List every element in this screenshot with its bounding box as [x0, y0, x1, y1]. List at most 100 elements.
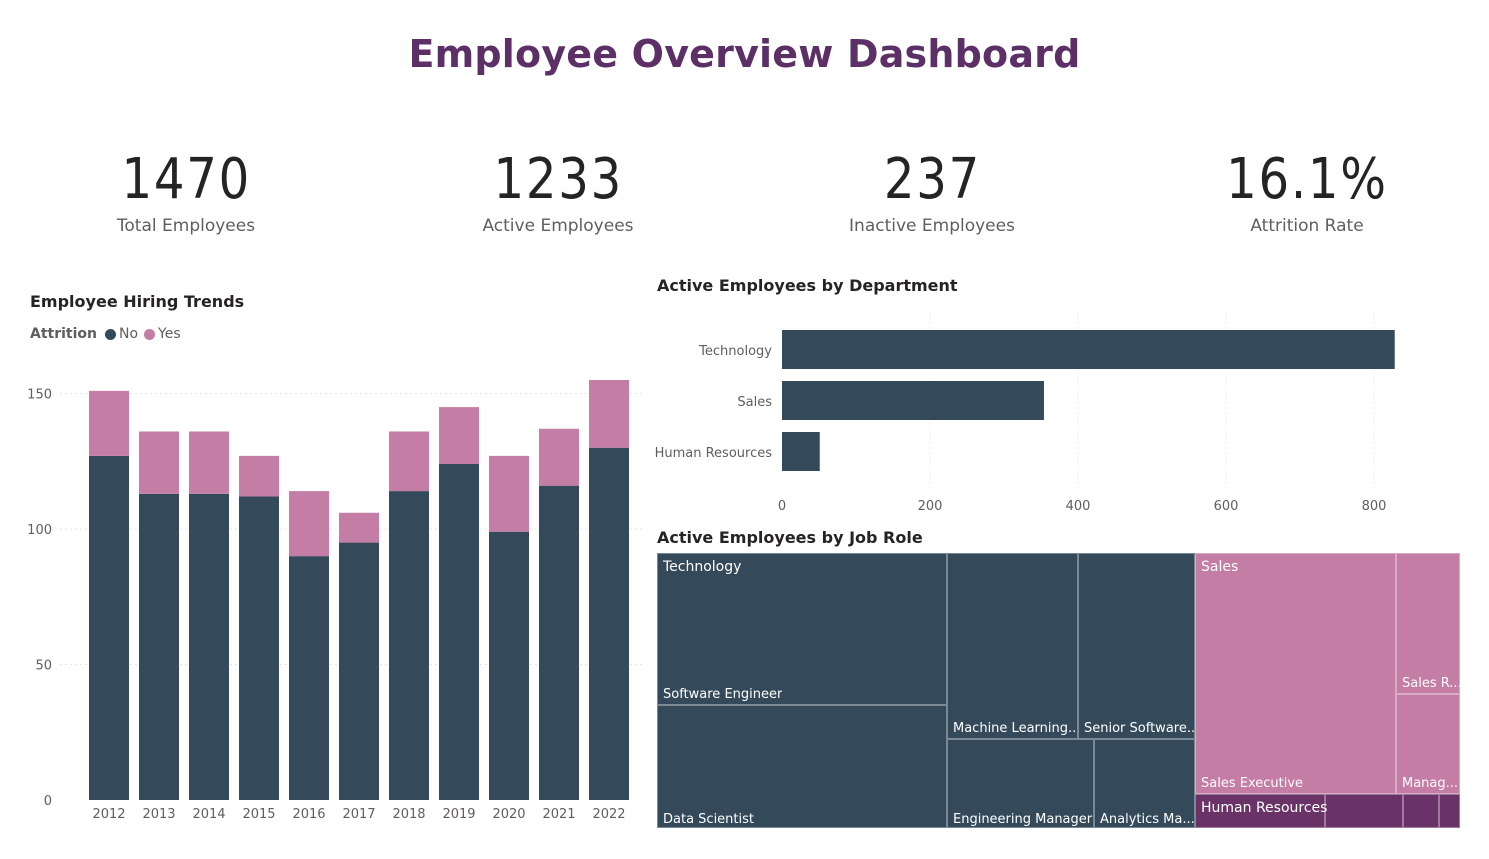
treemap-cell-hr-3[interactable]: [1403, 794, 1439, 828]
treemap-label: Manag...: [1402, 776, 1459, 791]
x-tick-label: 2015: [242, 807, 275, 822]
x-tick-label: 200: [918, 499, 943, 514]
bar-department: [782, 330, 1395, 369]
kpi-label: Inactive Employees: [849, 216, 1015, 236]
kpi-label: Active Employees: [482, 216, 634, 236]
legend-item-no[interactable]: No: [105, 326, 138, 342]
bar-no: [139, 493, 179, 800]
bar-no: [439, 464, 479, 800]
bar-yes: [89, 390, 129, 456]
x-tick-label: 600: [1214, 499, 1239, 514]
kpi-value: 16.1%: [1226, 147, 1388, 212]
treemap-label: Analytics Ma...: [1100, 812, 1194, 827]
y-tick-label: Sales: [737, 395, 772, 410]
bar-no: [89, 455, 129, 800]
x-tick-label: 2021: [542, 807, 575, 822]
treemap-cell-hr-4[interactable]: [1439, 794, 1460, 828]
kpi-value: 237: [883, 147, 981, 212]
bar-no: [489, 531, 529, 800]
x-tick-label: 2020: [492, 807, 525, 822]
bar-yes: [339, 512, 379, 543]
department-chart: 0 200 400 600 800 Technology Sales Human Resour…: [655, 312, 1395, 514]
legend-dot-yes: [144, 328, 156, 340]
treemap-cell-analytics-manager[interactable]: Analytics Ma...: [1094, 739, 1195, 828]
x-tick-label: 2016: [292, 807, 325, 822]
bar-no: [289, 556, 329, 800]
bar-yes: [589, 380, 629, 448]
bar-no: [189, 493, 229, 800]
legend-title: Attrition: [30, 326, 97, 342]
hiring-chart-title: Employee Hiring Trends: [30, 292, 245, 311]
legend-label-yes: Yes: [158, 326, 181, 342]
treemap-label: Data Scientist: [663, 812, 754, 827]
x-tick-label: 2012: [92, 807, 125, 822]
bar-department: [782, 381, 1044, 420]
y-tick-label: 50: [35, 659, 52, 674]
bar-no: [389, 491, 429, 800]
bar-yes: [289, 491, 329, 557]
hiring-chart-legend: Attrition No Yes: [30, 326, 187, 342]
bar-yes: [239, 455, 279, 497]
hiring-trends-chart: 0 50 100 150 2012 2013 2014 2015 2016 2017 2018 201…: [27, 380, 645, 822]
treemap-cell-senior-software[interactable]: Senior Software...: [1078, 553, 1195, 739]
treemap-cell-hr-1[interactable]: [1195, 794, 1325, 828]
kpi-attrition-rate: 16.1% Attrition Rate: [1121, 140, 1489, 236]
treemap-group-sales: Sales: [1201, 559, 1239, 575]
role-chart-title: Active Employees by Job Role: [657, 528, 923, 547]
bar-yes: [389, 431, 429, 492]
bar-no: [539, 485, 579, 800]
treemap-cell-sales-manager[interactable]: Manag...: [1396, 694, 1460, 794]
dept-chart-title: Active Employees by Department: [657, 276, 958, 295]
y-tick-label: 150: [27, 388, 52, 403]
bar-yes: [189, 431, 229, 494]
bar-department: [782, 432, 820, 471]
x-tick-label: 2019: [442, 807, 475, 822]
treemap-label: Senior Software...: [1084, 721, 1194, 736]
x-tick-label: 2014: [192, 807, 225, 822]
treemap-label: Software Engineer: [663, 687, 783, 702]
legend-label-no: No: [119, 326, 139, 342]
treemap-cell-machine-learning[interactable]: Machine Learning...: [947, 553, 1078, 739]
kpi-active-employees: 1233 Active Employees: [372, 140, 744, 236]
treemap-label: Engineering Manager: [953, 812, 1093, 827]
treemap-label: Machine Learning...: [953, 721, 1077, 736]
x-tick-label: 400: [1066, 499, 1091, 514]
kpi-label: Attrition Rate: [1250, 216, 1364, 236]
y-tick-label: 0: [44, 794, 52, 809]
x-tick-label: 0: [778, 499, 786, 514]
x-tick-label: 2022: [592, 807, 625, 822]
bar-no: [239, 496, 279, 800]
legend-dot-no: [105, 328, 116, 340]
treemap-cell-software-engineer[interactable]: Software Engineer: [657, 553, 947, 705]
x-tick-label: 800: [1362, 499, 1387, 514]
x-tick-label: 2013: [142, 807, 175, 822]
y-tick-label: 100: [27, 523, 52, 538]
job-role-treemap: Software Engineer Data Scientist Machine…: [657, 553, 1460, 828]
bar-yes: [439, 407, 479, 464]
bar-no: [339, 542, 379, 800]
kpi-value: 1233: [493, 147, 623, 212]
bar-yes: [489, 455, 529, 532]
kpi-total-employees: 1470 Total Employees: [0, 140, 372, 236]
bar-yes: [539, 428, 579, 486]
treemap-cell-sales-executive[interactable]: Sales Executive: [1195, 553, 1396, 794]
treemap-label: Sales Executive: [1201, 776, 1304, 791]
x-tick-label: 2018: [392, 807, 425, 822]
treemap-label: Sales R...: [1402, 676, 1460, 691]
treemap-cell-engineering-manager[interactable]: Engineering Manager: [947, 739, 1094, 828]
y-tick-label: Human Resources: [655, 446, 773, 461]
kpi-value: 1470: [121, 147, 251, 212]
bar-no: [589, 447, 629, 800]
treemap-cell-sales-rep[interactable]: Sales R...: [1396, 553, 1460, 694]
bar-yes: [139, 431, 179, 494]
treemap-cell-data-scientist[interactable]: Data Scientist: [657, 705, 947, 828]
treemap-group-technology: Technology: [663, 559, 742, 575]
legend-item-yes[interactable]: Yes: [144, 326, 181, 342]
treemap-group-human-resources: Human Resources: [1201, 800, 1328, 816]
treemap-cell-hr-2[interactable]: [1325, 794, 1403, 828]
y-tick-label: Technology: [698, 344, 772, 359]
kpi-inactive-employees: 237 Inactive Employees: [746, 140, 1118, 236]
kpi-label: Total Employees: [116, 216, 256, 236]
x-tick-label: 2017: [342, 807, 375, 822]
dashboard-title: Employee Overview Dashboard: [408, 32, 1081, 76]
